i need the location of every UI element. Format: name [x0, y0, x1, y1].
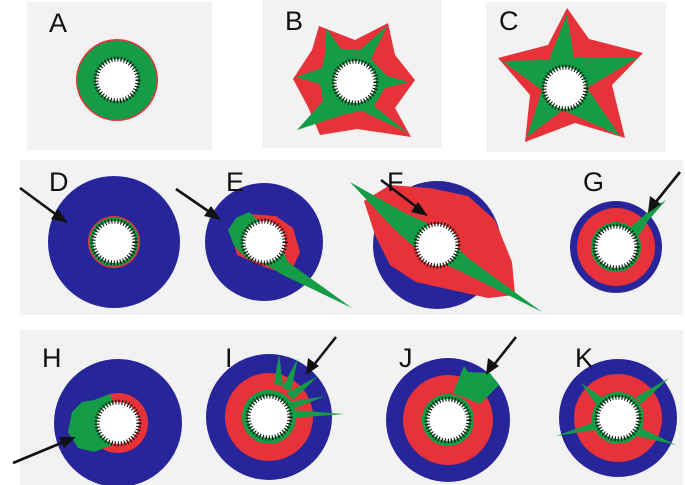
panel-a-label: A [49, 8, 67, 38]
panel-labels: A B C D E F G H I J K [42, 6, 604, 373]
panel-e-arrow [175, 187, 212, 215]
panel-f-diagram [350, 178, 542, 312]
panel-d-label: D [49, 167, 69, 197]
panel-j-diagram [386, 336, 518, 482]
panel-d-arrow [19, 186, 59, 218]
panel-c-label: C [499, 6, 519, 36]
panel-g-label: G [583, 167, 604, 197]
panel-b-label: B [285, 6, 303, 36]
panel-k-label: K [575, 343, 593, 373]
panel-i-label: I [225, 343, 233, 373]
panel-f-label: F [387, 167, 404, 197]
panel-h-label: H [42, 343, 62, 373]
panel-j-arrowhead [486, 358, 499, 375]
panel-h-diagram [12, 359, 182, 485]
panel-e-diagram [175, 183, 352, 308]
panel-a-diagram [76, 39, 158, 121]
panel-e-arrowhead [204, 206, 221, 220]
panel-g-diagram [570, 171, 682, 293]
panel-k-diagram [556, 359, 677, 477]
panel-i-diagram [206, 336, 344, 480]
panel-e-label: E [226, 167, 244, 197]
panel-d-diagram [19, 176, 180, 308]
panel-d-arrowhead [51, 209, 68, 223]
panel-h-arrowhead [59, 437, 76, 448]
panel-i-arrow [311, 336, 338, 367]
panel-b-diagram [293, 23, 415, 137]
panel-j-arrow [491, 336, 518, 367]
panel-j-label: J [399, 343, 413, 373]
panel-i-arrowhead [306, 358, 319, 375]
panel-c-diagram [498, 8, 643, 142]
panel-f-arrowhead [411, 202, 428, 216]
panel-g-arrowhead [648, 196, 661, 213]
panel-h-arrow [12, 439, 67, 465]
panel-f-arrow [380, 178, 419, 210]
panel-g-arrow [653, 171, 682, 204]
